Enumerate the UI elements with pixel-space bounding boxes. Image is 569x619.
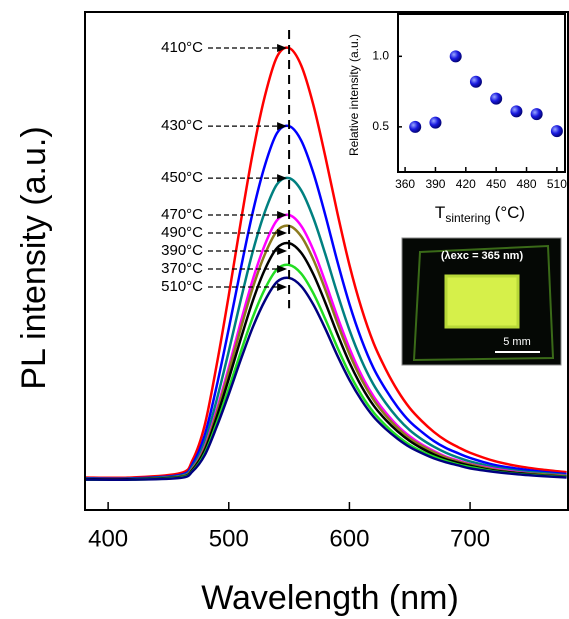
spectrum-line [84, 46, 567, 480]
scatter-point [409, 120, 422, 133]
photo-caption: (λexc = 365 nm) [441, 250, 524, 262]
inset-chart: 360 390 420 450 480 510 0.5 1.0 [372, 13, 567, 191]
photo: (λexc = 365 nm) 5 mm [401, 237, 562, 366]
x-tick-label: 390 [425, 177, 445, 191]
inset-y-label: Relative intensity (a.u.) [347, 34, 361, 156]
scatter-point [449, 50, 462, 63]
series-label: 430°C [161, 117, 203, 134]
spectrum-line [84, 124, 567, 480]
arrow-head [277, 44, 288, 53]
inset-x-label-main: T [435, 203, 445, 222]
spectrum-line [84, 176, 567, 481]
series-label: 370°C [161, 260, 203, 277]
arrow-head [277, 247, 288, 256]
plot-frame [397, 13, 566, 173]
series-label: 390°C [161, 242, 203, 259]
arrow-head [277, 229, 288, 238]
scale-bar-label: 5 mm [503, 336, 531, 348]
x-axis-label: Wavelength (nm) [201, 579, 459, 617]
x-tick-label: 510 [547, 177, 567, 191]
y-axis-label: PL intensity (a.u.) [15, 126, 53, 389]
spectrum-line [84, 276, 567, 482]
x-tick-label: 360 [395, 177, 415, 191]
arrow-head [277, 283, 288, 292]
series-label: 510°C [161, 278, 203, 295]
y-tick-label: 1.0 [372, 48, 389, 62]
y-tick-label: 0.5 [372, 119, 389, 133]
x-tick-label: 420 [456, 177, 476, 191]
spectrum-line [84, 241, 567, 481]
arrow-head [277, 174, 288, 183]
scatter-point [510, 105, 523, 118]
series-label: 470°C [161, 206, 203, 223]
scatter-point [530, 108, 543, 121]
inset-x-label-sub: sintering [445, 211, 490, 225]
inset-x-label: Tsintering (°C) [435, 203, 525, 225]
series-label: 450°C [161, 169, 203, 186]
scatter-point [550, 125, 563, 138]
inset-x-label-unit: (°C) [495, 203, 525, 222]
scatter-point [469, 75, 482, 88]
x-tick-label: 400 [88, 525, 128, 552]
series-label: 490°C [161, 224, 203, 241]
series-label: 410°C [161, 39, 203, 56]
sample-glow [444, 274, 520, 329]
arrow-head [277, 265, 288, 274]
arrow-head [277, 122, 288, 131]
inset-background [397, 14, 566, 172]
plot-area [409, 50, 563, 138]
main-chart: 410°C 430°C 450°C 470°C490°C390°C370°C510°C… [84, 11, 569, 552]
spectrum-line [84, 224, 567, 481]
plot-frame [84, 11, 569, 511]
x-tick-label: 600 [329, 525, 369, 552]
scatter-point [490, 92, 503, 105]
x-tick-label: 480 [517, 177, 537, 191]
x-tick-label: 700 [450, 525, 490, 552]
arrow-head [277, 211, 288, 220]
scatter-point [429, 116, 442, 129]
x-tick-label: 450 [486, 177, 506, 191]
sample-edge [412, 244, 555, 362]
x-tick-label: 500 [209, 525, 249, 552]
